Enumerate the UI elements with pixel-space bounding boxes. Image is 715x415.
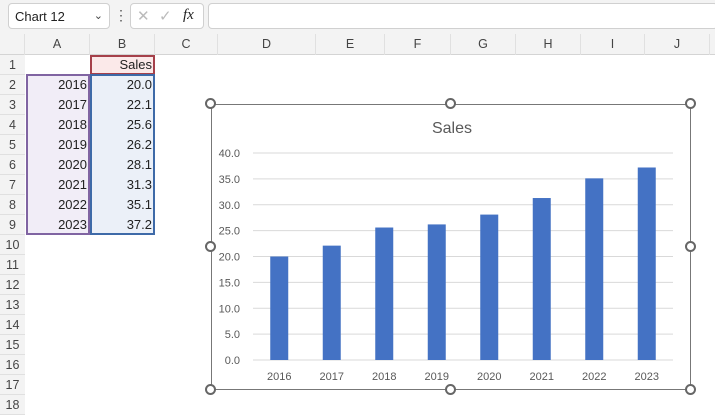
bar-2019 [427, 224, 446, 360]
chart[interactable]: Sales 0.0 5.0 10.0 15.0 20.0 25.0 30.0 35.0 40.0… [211, 104, 691, 390]
y-tick-label: 20.0 [219, 252, 240, 264]
x-tick-label: 2022 [582, 371, 606, 383]
column-header-H[interactable]: H [516, 34, 581, 55]
x-tick-label: 2019 [425, 371, 449, 383]
y-tick-label: 15.0 [219, 277, 240, 289]
row-header-14[interactable]: 14 [0, 315, 25, 335]
row-header-4[interactable]: 4 [0, 115, 25, 135]
cell-A8[interactable]: 2022 [58, 197, 87, 212]
x-tick-label: 2016 [267, 371, 291, 383]
cell-A2[interactable]: 2016 [58, 77, 87, 92]
cell-B2[interactable]: 20.0 [126, 77, 152, 92]
row-header-15[interactable]: 15 [0, 335, 25, 355]
row-header-17[interactable]: 17 [0, 375, 25, 395]
cell-A7[interactable]: 2021 [58, 177, 87, 192]
name-box-value: Chart 12 [15, 9, 65, 24]
bar-2016 [270, 256, 289, 360]
column-header-E[interactable]: E [316, 34, 385, 55]
cell-B9[interactable]: 37.2 [126, 217, 152, 232]
row-header-11[interactable]: 11 [0, 255, 25, 275]
resize-handle[interactable] [685, 241, 696, 252]
chevron-down-icon[interactable]: ⌄ [93, 10, 103, 22]
cell-A9[interactable]: 2023 [58, 217, 87, 232]
column-header-F[interactable]: F [385, 34, 451, 55]
cell-B4[interactable]: 25.6 [126, 117, 152, 132]
row-header-13[interactable]: 13 [0, 295, 25, 315]
cell-A6[interactable]: 2020 [58, 157, 87, 172]
y-tick-label: 40.0 [219, 148, 240, 160]
y-tick-label: 25.0 [219, 226, 240, 238]
row-header-3[interactable]: 3 [0, 95, 25, 115]
column-header-G[interactable]: G [451, 34, 516, 55]
bar-2020 [480, 214, 499, 360]
cell-B3[interactable]: 22.1 [126, 97, 152, 112]
formula-buttons: ✕ ✓ fx [130, 3, 204, 29]
more-options-icon[interactable]: ⋮ [114, 7, 128, 23]
bar-2022 [585, 178, 604, 360]
resize-handle[interactable] [445, 98, 456, 109]
resize-handle[interactable] [685, 98, 696, 109]
resize-handle[interactable] [205, 384, 216, 395]
cancel-icon[interactable]: ✕ [137, 8, 150, 25]
resize-handle[interactable] [685, 384, 696, 395]
row-header-10[interactable]: 10 [0, 235, 25, 255]
column-header-I[interactable]: I [581, 34, 645, 55]
row-header-8[interactable]: 8 [0, 195, 25, 215]
bar-2021 [532, 198, 551, 360]
row-header-18[interactable]: 18 [0, 395, 25, 415]
y-tick-label: 0.0 [225, 355, 240, 367]
chart-svg: Sales 0.0 5.0 10.0 15.0 20.0 25.0 30.0 35.0 40.0… [219, 120, 673, 383]
formula-input[interactable] [208, 3, 715, 29]
row-header-9[interactable]: 9 [0, 215, 25, 235]
cell-B6[interactable]: 28.1 [126, 157, 152, 172]
column-header-A[interactable]: A [25, 34, 90, 55]
cell-B1[interactable]: Sales [119, 57, 152, 72]
row-header-5[interactable]: 5 [0, 135, 25, 155]
category-range-highlight [26, 74, 90, 235]
y-tick-label: 5.0 [225, 329, 240, 341]
select-all-corner[interactable] [0, 34, 25, 55]
cell-A3[interactable]: 2017 [58, 97, 87, 112]
bar-2017 [322, 245, 341, 360]
y-tick-label: 35.0 [219, 174, 240, 186]
cell-B7[interactable]: 31.3 [126, 177, 152, 192]
enter-check-icon[interactable]: ✓ [159, 8, 172, 25]
column-header-D[interactable]: D [218, 34, 316, 55]
x-tick-label: 2018 [372, 371, 396, 383]
cell-B8[interactable]: 35.1 [126, 197, 152, 212]
x-tick-label: 2023 [635, 371, 659, 383]
row-header-6[interactable]: 6 [0, 155, 25, 175]
cell-A5[interactable]: 2019 [58, 137, 87, 152]
resize-handle[interactable] [445, 384, 456, 395]
insert-function-icon[interactable]: fx [183, 7, 194, 23]
y-tick-label: 30.0 [219, 200, 240, 212]
row-header-2[interactable]: 2 [0, 75, 25, 95]
cell-A4[interactable]: 2018 [58, 117, 87, 132]
resize-handle[interactable] [205, 241, 216, 252]
column-header-B[interactable]: B [90, 34, 155, 55]
row-header-12[interactable]: 12 [0, 275, 25, 295]
name-box[interactable]: Chart 12 ⌄ [8, 3, 110, 29]
row-header-1[interactable]: 1 [0, 55, 25, 75]
column-header-C[interactable]: C [155, 34, 218, 55]
chart-title[interactable]: Sales [432, 120, 472, 137]
resize-handle[interactable] [205, 98, 216, 109]
row-header-16[interactable]: 16 [0, 355, 25, 375]
column-header-J[interactable]: J [645, 34, 710, 55]
bar-2018 [375, 227, 394, 360]
row-header-7[interactable]: 7 [0, 175, 25, 195]
values-range-highlight [90, 74, 155, 235]
y-tick-label: 10.0 [219, 303, 240, 315]
x-tick-label: 2021 [530, 371, 554, 383]
cell-B5[interactable]: 26.2 [126, 137, 152, 152]
x-tick-label: 2017 [320, 371, 344, 383]
x-tick-label: 2020 [477, 371, 501, 383]
bar-2023 [637, 167, 656, 360]
